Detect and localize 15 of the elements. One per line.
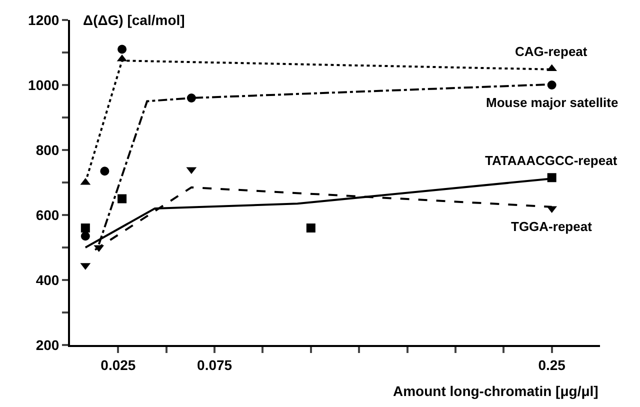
series-label: TATAAACGCC-repeat [485, 153, 618, 168]
x-tick-label: 0.075 [197, 356, 232, 373]
series-label: CAG-repeat [515, 44, 588, 59]
x-tick-label: 0.025 [100, 356, 136, 373]
y-tick-label: 1000 [28, 76, 60, 93]
x-tick-label: 0.25 [538, 356, 566, 373]
series-label: Mouse major satellite [486, 95, 618, 110]
x-axis-title: Amount long-chromatin [μg/μl] [393, 383, 598, 399]
y-tick-label: 800 [36, 142, 60, 158]
y-axis-title: Δ(ΔG) [cal/mol] [83, 12, 185, 28]
series-label: TGGA-repeat [511, 219, 593, 234]
y-tick-label: 400 [36, 272, 60, 288]
y-tick-label: 600 [36, 206, 60, 223]
y-tick-label: 200 [36, 336, 60, 353]
y-tick-label: 1200 [28, 12, 60, 28]
